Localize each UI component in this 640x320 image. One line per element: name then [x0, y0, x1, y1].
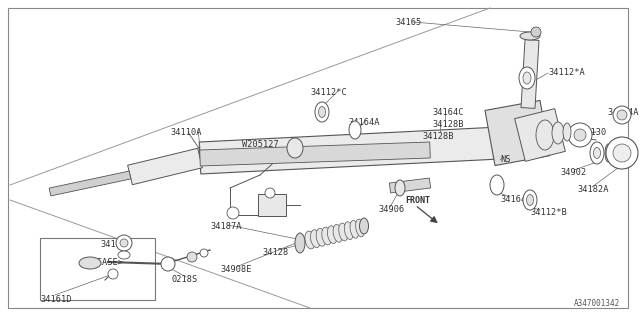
Circle shape: [200, 249, 208, 257]
Text: FRONT: FRONT: [405, 196, 430, 205]
Ellipse shape: [523, 72, 531, 84]
Ellipse shape: [315, 102, 329, 122]
Circle shape: [531, 27, 541, 37]
Polygon shape: [127, 148, 202, 185]
Ellipse shape: [328, 226, 337, 244]
Ellipse shape: [316, 228, 326, 246]
Bar: [258, 194, 286, 216]
Ellipse shape: [490, 175, 504, 195]
Ellipse shape: [527, 195, 534, 205]
Circle shape: [108, 269, 118, 279]
Circle shape: [568, 123, 592, 147]
Ellipse shape: [287, 138, 303, 158]
Circle shape: [161, 257, 175, 271]
Ellipse shape: [605, 144, 611, 162]
Text: 0218S: 0218S: [172, 275, 198, 284]
Text: 34187A: 34187A: [210, 222, 241, 231]
Text: A347001342: A347001342: [573, 299, 620, 308]
Text: 34161D: 34161D: [40, 295, 72, 304]
Text: 34184A: 34184A: [607, 108, 639, 117]
Circle shape: [265, 188, 275, 198]
Ellipse shape: [310, 230, 321, 248]
Circle shape: [187, 252, 197, 262]
Ellipse shape: [360, 218, 369, 234]
Text: 34110A: 34110A: [170, 128, 202, 137]
Circle shape: [574, 129, 586, 141]
Text: 34165: 34165: [395, 18, 421, 27]
Ellipse shape: [118, 251, 130, 259]
Text: 34130: 34130: [580, 128, 606, 137]
Ellipse shape: [536, 120, 554, 150]
Text: 34908E: 34908E: [220, 265, 252, 274]
Ellipse shape: [552, 122, 564, 144]
Polygon shape: [515, 109, 565, 161]
Ellipse shape: [617, 110, 627, 120]
Text: 34164C: 34164C: [500, 195, 531, 204]
Circle shape: [116, 235, 132, 251]
Ellipse shape: [590, 142, 604, 164]
Ellipse shape: [295, 233, 305, 253]
Ellipse shape: [333, 224, 342, 242]
Text: 34190J: 34190J: [100, 240, 131, 249]
Text: 34164C: 34164C: [432, 108, 463, 117]
Polygon shape: [389, 178, 431, 193]
Ellipse shape: [322, 227, 332, 245]
Polygon shape: [521, 40, 539, 108]
Text: NS: NS: [500, 155, 511, 164]
Text: 34182A: 34182A: [577, 185, 609, 194]
Polygon shape: [49, 171, 131, 196]
Text: 34112*C: 34112*C: [310, 88, 347, 97]
Ellipse shape: [350, 220, 359, 238]
Circle shape: [606, 137, 638, 169]
Ellipse shape: [563, 123, 571, 141]
Circle shape: [227, 207, 239, 219]
Ellipse shape: [520, 32, 540, 40]
Ellipse shape: [356, 219, 364, 237]
Text: 34128: 34128: [262, 248, 288, 257]
Ellipse shape: [79, 257, 101, 269]
Polygon shape: [200, 142, 430, 166]
Ellipse shape: [519, 67, 535, 89]
Text: 34128B: 34128B: [422, 132, 454, 141]
Ellipse shape: [344, 222, 353, 240]
Text: 34112*B: 34112*B: [530, 208, 567, 217]
Text: 34164A: 34164A: [348, 118, 380, 127]
Text: 34902: 34902: [560, 168, 586, 177]
Circle shape: [120, 239, 128, 247]
Text: <GREASE>: <GREASE>: [82, 258, 124, 267]
Text: 34906: 34906: [378, 205, 404, 214]
Text: 34128B: 34128B: [432, 120, 463, 129]
Bar: [40, 238, 155, 300]
Ellipse shape: [349, 121, 361, 139]
Ellipse shape: [395, 180, 405, 196]
Text: W205127: W205127: [242, 140, 279, 149]
Polygon shape: [199, 126, 521, 174]
Ellipse shape: [319, 107, 326, 117]
Circle shape: [613, 144, 631, 162]
Ellipse shape: [339, 223, 348, 241]
Text: 34112*A: 34112*A: [548, 68, 585, 77]
Ellipse shape: [305, 231, 315, 249]
Ellipse shape: [593, 148, 600, 158]
Ellipse shape: [613, 106, 631, 124]
Ellipse shape: [523, 190, 537, 210]
Polygon shape: [485, 100, 550, 165]
